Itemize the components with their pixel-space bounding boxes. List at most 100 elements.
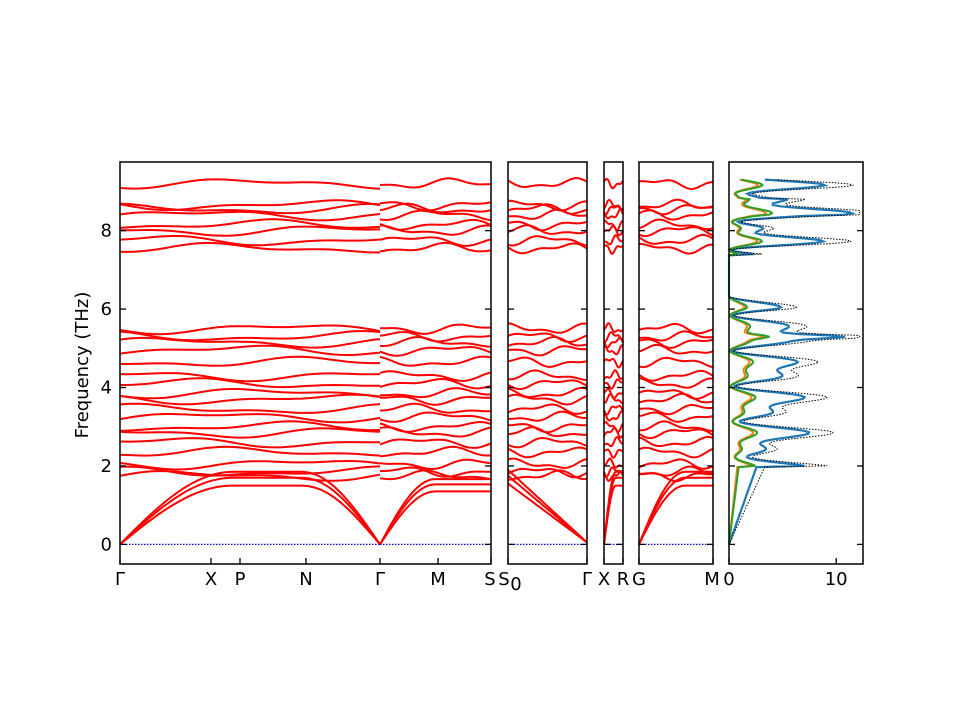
band-curve (507, 469, 588, 544)
x-tick-label-s0-subscript: 0 (510, 574, 521, 595)
band-curve (603, 331, 624, 343)
x-tick-label: Γ (375, 569, 385, 590)
band-curve (119, 199, 381, 212)
band-curve (379, 469, 492, 481)
band-curve (380, 402, 492, 414)
band-curve (119, 324, 381, 336)
band-curve (603, 234, 624, 246)
axes-frame-x-r (603, 161, 624, 565)
band-curve (379, 236, 492, 247)
band-curve (638, 420, 713, 432)
band-curve (120, 377, 381, 389)
band-structure-layer (119, 177, 714, 546)
band-curve (379, 445, 492, 458)
dos-series-3 (728, 179, 861, 545)
x-tick-label: N (299, 569, 312, 590)
band-curve (603, 204, 624, 216)
band-curve (638, 389, 714, 400)
x-tick-label: G (632, 569, 646, 590)
band-curve (119, 413, 381, 424)
band-curve (507, 208, 588, 220)
x-tick-label-s: S (498, 569, 509, 590)
band-curve (379, 218, 492, 231)
dos-layer (727, 178, 861, 545)
band-curve (603, 421, 624, 433)
band-curve (507, 322, 588, 334)
band-curve (604, 378, 624, 390)
x-tick-label: M (704, 569, 720, 590)
band-curve (507, 332, 588, 344)
band-curve (119, 427, 381, 439)
band-curve (379, 370, 492, 382)
band-curve (603, 219, 624, 232)
band-curve (119, 459, 381, 471)
band-curve (379, 426, 492, 438)
ticks-layer (119, 229, 863, 564)
band-curve (507, 336, 588, 347)
band-curve (380, 387, 491, 399)
band-curve (638, 436, 714, 447)
band-curve (119, 202, 381, 215)
band-curve (379, 331, 492, 343)
axes-frame-dos (728, 161, 864, 565)
band-curve (507, 177, 588, 189)
y-tick-label: 0 (101, 534, 112, 555)
dos-x-tick-label: 0 (723, 569, 734, 590)
x-tick-label: P (235, 569, 246, 590)
band-curve (379, 420, 492, 433)
band-curve (379, 490, 491, 545)
band-curve (119, 420, 381, 432)
band-curve (603, 387, 624, 400)
band-curve (379, 355, 492, 367)
band-curve (508, 345, 588, 357)
band-curve (119, 178, 381, 190)
band-curve (507, 242, 588, 255)
band-curve (119, 355, 380, 367)
axes-frame-g-m (638, 161, 714, 565)
band-curve (119, 484, 381, 546)
band-curve (507, 379, 588, 391)
band-curve (507, 235, 588, 247)
band-curve (638, 369, 714, 382)
band-curve (507, 410, 587, 422)
band-curve (638, 218, 714, 231)
band-curve (119, 402, 381, 414)
band-curve (507, 203, 588, 215)
dos-series-1 (728, 178, 768, 545)
band-curve (119, 437, 380, 449)
band-curve (119, 218, 381, 229)
x-tick-label: Γ (582, 569, 592, 590)
band-curve (638, 484, 713, 545)
band-curve (507, 423, 588, 434)
band-curve (119, 470, 381, 546)
band-curve (603, 244, 624, 255)
band-curve (380, 323, 492, 335)
band-curve (603, 198, 624, 211)
band-curve (603, 404, 624, 416)
band-curve (603, 358, 624, 369)
dos-series-2 (727, 178, 774, 545)
band-curve (638, 343, 714, 355)
band-curve (119, 393, 381, 406)
band-curve (638, 465, 713, 477)
band-curve (379, 438, 492, 449)
band-curve (638, 322, 714, 335)
x-tick-label: S (484, 569, 495, 590)
band-curve (507, 199, 587, 212)
band-curve (507, 469, 588, 481)
band-curve (507, 436, 588, 449)
band-curve (119, 210, 381, 222)
band-curve (507, 369, 588, 381)
band-curve (379, 458, 492, 471)
band-curve (638, 356, 714, 369)
band-curve (603, 410, 624, 422)
x-tick-label: R (617, 569, 630, 590)
band-curve (603, 426, 624, 439)
band-curve (379, 411, 492, 423)
axes-frame-s0-gamma (507, 161, 588, 565)
band-curve (603, 322, 624, 333)
band-curve (119, 388, 381, 400)
band-curve (603, 343, 624, 356)
band-curve (638, 470, 713, 545)
